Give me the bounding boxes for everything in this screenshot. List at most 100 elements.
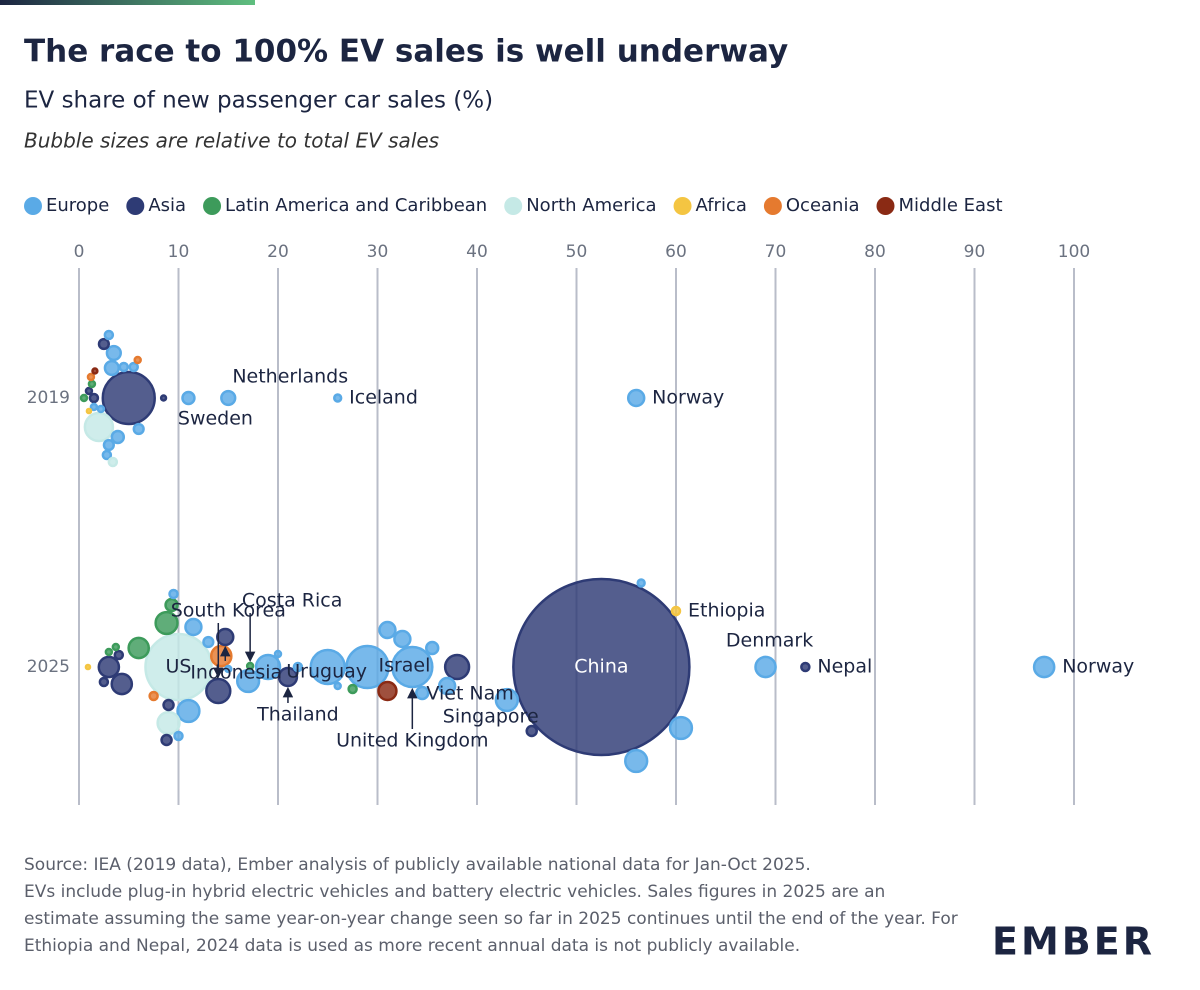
bubble [224, 664, 233, 674]
legend-label: Africa [696, 195, 747, 216]
bubble [800, 661, 811, 673]
x-tick-label: 40 [466, 242, 488, 262]
bubble [181, 390, 196, 406]
bubble [104, 647, 114, 657]
bubble [525, 724, 538, 738]
bubble [110, 672, 134, 696]
bubble [97, 337, 111, 351]
bubble [176, 698, 201, 724]
point-label: South Korea [171, 600, 286, 622]
bubble [254, 653, 282, 681]
bubble [345, 644, 390, 690]
point-label: Nepal [817, 656, 872, 678]
bubble [235, 668, 261, 694]
point-label: Denmark [726, 630, 813, 652]
bubble [494, 687, 520, 713]
bubble [159, 394, 168, 402]
bubble [220, 389, 237, 407]
legend-label: North America [526, 195, 656, 216]
point-label: Costa Rica [242, 590, 343, 612]
y-tick-label: 2025 [27, 657, 70, 677]
bubble [85, 407, 93, 415]
point-label: Singapore [443, 706, 539, 728]
legend-swatch [203, 197, 222, 215]
bubble [512, 577, 691, 757]
x-tick-label: 80 [864, 242, 886, 262]
bubble [333, 681, 342, 691]
point-label: Ethiopia [688, 600, 765, 622]
bubble [86, 372, 96, 382]
bubble [88, 392, 100, 404]
legend-label: Asia [148, 195, 186, 216]
bubble [393, 629, 412, 649]
chart-subtitle: EV share of new passenger car sales (%) [24, 88, 493, 114]
x-tick-label: 90 [964, 242, 986, 262]
point-label: Viet Nam [426, 683, 513, 705]
bubble [148, 690, 159, 702]
bubble [443, 653, 471, 681]
bubble [127, 636, 151, 660]
point-label: Netherlands [232, 366, 348, 388]
x-tick-label: 50 [566, 242, 588, 262]
bubble [347, 683, 358, 695]
bubble [107, 456, 119, 468]
legend-swatch [24, 197, 42, 215]
x-tick-label: 0 [74, 242, 85, 262]
point-label: Sweden [178, 408, 253, 430]
bubble [184, 617, 203, 637]
bubble [110, 429, 126, 445]
point-label: Thailand [256, 704, 339, 726]
bubble [205, 677, 232, 705]
bubble [1032, 655, 1056, 679]
legend-swatch [504, 197, 523, 215]
bubble [202, 635, 215, 649]
bubble [102, 438, 115, 452]
chart-title: The race to 100% EV sales is well underw… [24, 34, 788, 70]
x-tick-label: 20 [267, 242, 289, 262]
x-tick-label: 10 [168, 242, 190, 262]
bubble [160, 733, 173, 747]
bubble [101, 370, 156, 426]
bubble [83, 411, 115, 443]
bubble [111, 642, 121, 652]
bubble [245, 661, 255, 671]
bubble [84, 386, 94, 396]
x-tick-label: 100 [1058, 242, 1090, 262]
bubble [89, 402, 99, 412]
legend-label: Oceania [786, 195, 860, 216]
bubble [103, 329, 115, 341]
bubble [101, 449, 113, 461]
point-label: Iceland [349, 387, 418, 409]
bubble [668, 715, 694, 741]
point-label: Israel [378, 655, 430, 677]
bubble [96, 404, 106, 414]
x-tick-label: 60 [665, 242, 687, 262]
bubble [277, 666, 299, 688]
legend-swatch [876, 197, 895, 215]
point-label: Indonesia [190, 662, 282, 684]
bubble [309, 648, 347, 686]
point-label: Norway [1062, 656, 1134, 678]
bubble [105, 344, 122, 362]
chart-note: Bubble sizes are relative to total EV sa… [24, 129, 439, 153]
legend-swatch [763, 197, 782, 215]
bubble [128, 361, 139, 373]
bubble [332, 393, 343, 403]
bubble [754, 655, 777, 679]
bubble [636, 578, 646, 588]
logo: EMBER [992, 920, 1155, 964]
bubble [154, 610, 179, 636]
point-label: China [574, 656, 628, 678]
bubble [156, 710, 181, 736]
bubble [173, 730, 184, 742]
bubble [670, 605, 682, 617]
bubble [118, 361, 130, 373]
bubble [624, 748, 649, 774]
bubble [437, 676, 457, 696]
y-tick-label: 2019 [27, 388, 70, 408]
bubble [144, 632, 213, 702]
bubble [87, 379, 97, 389]
x-tick-label: 70 [765, 242, 787, 262]
legend-label: Latin America and Caribbean [225, 195, 487, 216]
bubble [273, 649, 283, 659]
